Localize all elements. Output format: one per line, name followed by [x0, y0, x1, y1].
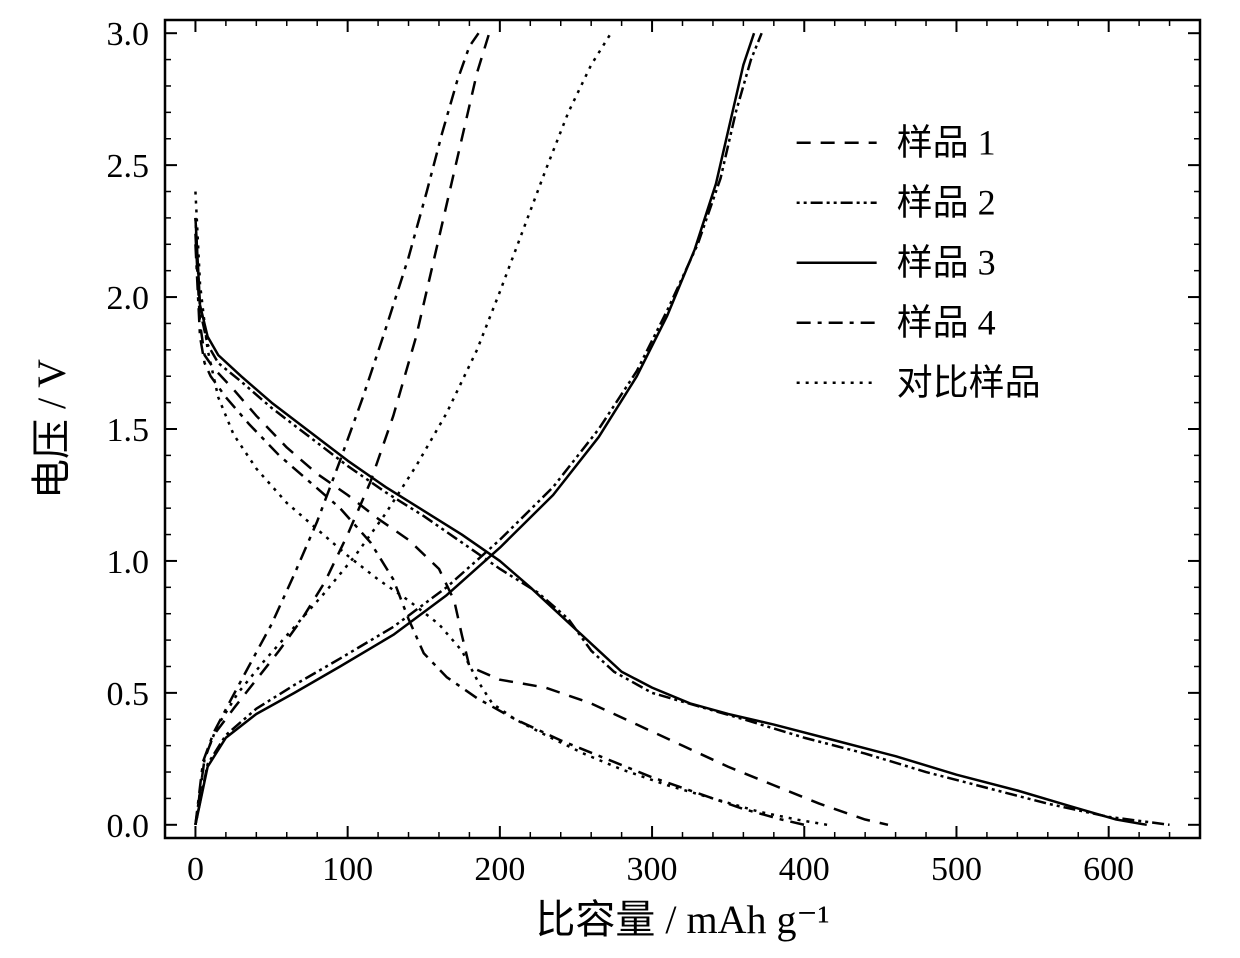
- x-tick-label: 600: [1083, 851, 1134, 888]
- x-axis-label: 比容量 / mAh g⁻¹: [535, 897, 829, 942]
- x-tick-label: 500: [931, 851, 982, 888]
- x-tick-label: 300: [627, 851, 678, 888]
- legend-label-compare: 对比样品: [897, 363, 1041, 403]
- y-axis-label: 电压 / V: [29, 359, 74, 499]
- y-tick-label: 2.0: [107, 280, 150, 317]
- y-tick-label: 1.0: [107, 544, 150, 581]
- x-tick-label: 400: [779, 851, 830, 888]
- legend-label-sample2: 样品 2: [897, 183, 996, 223]
- chart-container: 0 100 200 300 400 500 600 比容量 / mAh g⁻¹ 0.0 0.5 1.…: [0, 0, 1240, 958]
- legend-label-sample3: 样品 3: [897, 243, 996, 283]
- y-tick-label: 1.5: [107, 412, 150, 449]
- x-tick-label: 200: [474, 851, 525, 888]
- legend-label-sample4: 样品 4: [897, 303, 996, 343]
- y-tick-label: 0.0: [107, 808, 150, 845]
- x-tick-label: 100: [322, 851, 373, 888]
- x-tick-label: 0: [187, 851, 204, 888]
- legend-label-sample1: 样品 1: [897, 123, 996, 163]
- y-tick-label: 3.0: [107, 16, 150, 53]
- y-tick-label: 2.5: [107, 148, 150, 185]
- voltage-capacity-chart: 0 100 200 300 400 500 600 比容量 / mAh g⁻¹ 0.0 0.5 1.…: [0, 0, 1240, 958]
- y-tick-label: 0.5: [107, 676, 150, 713]
